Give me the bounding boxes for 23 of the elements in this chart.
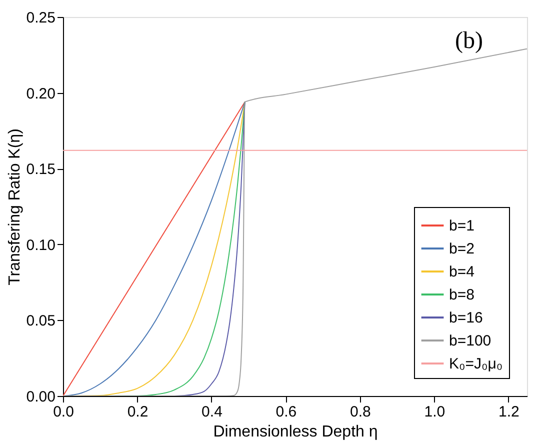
y-tick-label: 0.15	[26, 161, 56, 178]
y-axis-title: Transfering Ratio K(η)	[6, 128, 24, 286]
x-tick-label: 0.4	[202, 404, 222, 420]
legend-label: b=2	[449, 240, 474, 258]
x-axis-title: Dimensionless Depth η	[213, 424, 378, 440]
x-tick-label: 0.6	[276, 404, 297, 420]
y-tick-label: 0.00	[26, 388, 56, 406]
x-tick-label: 1.2	[498, 404, 520, 420]
legend-label: b=1	[449, 218, 474, 234]
y-tick-label: 0.20	[26, 85, 56, 102]
x-tick-label: 1.0	[424, 404, 446, 420]
y-tick-label: 0.05	[26, 312, 56, 330]
y-tick-label: 0.10	[26, 236, 56, 254]
legend-label: b=4	[449, 264, 474, 280]
legend-label: b=16	[449, 310, 483, 326]
legend-label: K₀=J₀μ₀	[449, 356, 503, 372]
legend-label: b=100	[449, 332, 492, 350]
x-tick-label: 0.0	[53, 404, 74, 420]
annotation: (b)	[455, 28, 483, 54]
x-tick-label: 0.8	[350, 404, 371, 420]
legend-label: b=8	[449, 286, 474, 304]
y-tick-label: 0.25	[26, 10, 56, 26]
x-tick-label: 0.2	[127, 404, 148, 420]
